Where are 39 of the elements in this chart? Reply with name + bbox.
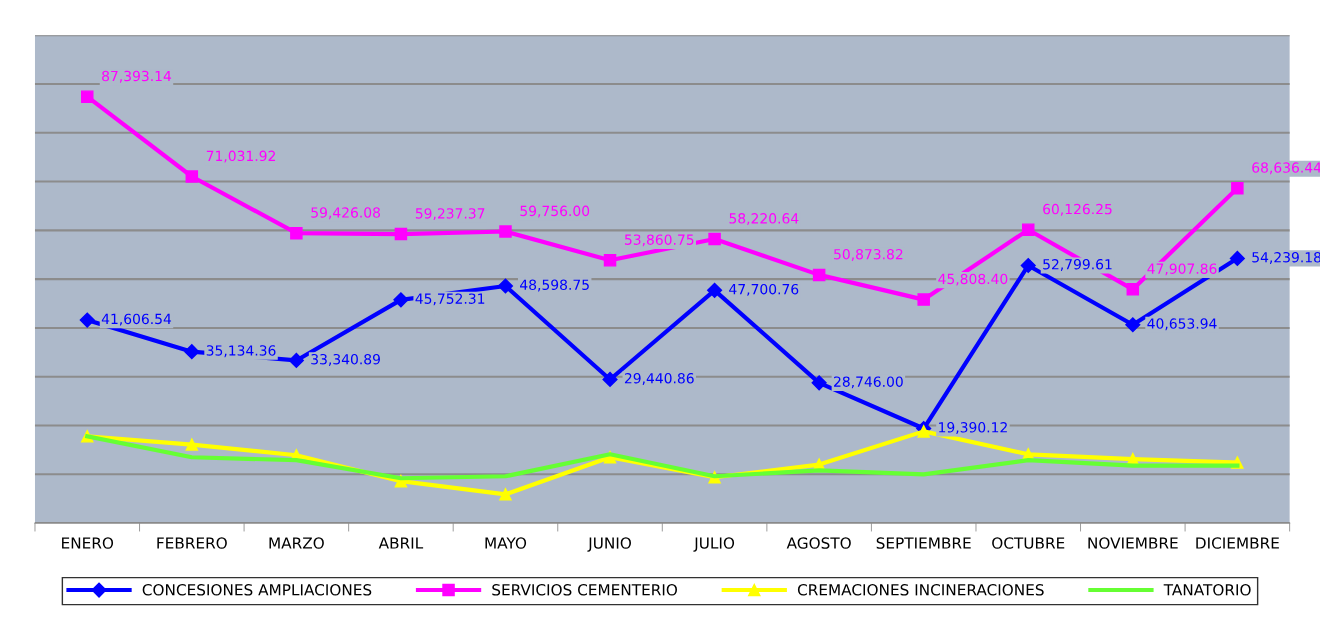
legend-label: TANATORIO xyxy=(1163,584,1251,596)
data-label: 58,220.64 xyxy=(729,213,799,226)
data-label: 54,239.18 xyxy=(1252,251,1320,264)
x-tick-label: FEBRERO xyxy=(157,537,227,549)
data-label: 29,440.86 xyxy=(624,372,694,385)
legend-label: SERVICIOS CEMENTERIO xyxy=(492,584,678,596)
data-label: 28,746.00 xyxy=(834,376,903,389)
data-label: 59,237.37 xyxy=(415,208,485,221)
data-label: 45,808.40 xyxy=(938,273,1008,286)
x-tick-label: DICIEMBRE xyxy=(1196,537,1279,549)
x-tick-label: JULIO xyxy=(693,537,735,552)
data-label: 47,700.76 xyxy=(729,283,799,296)
data-label: 19,390.12 xyxy=(939,422,1007,434)
data-label: 35,134.36 xyxy=(206,345,276,358)
data-label: 40,653.94 xyxy=(1147,318,1217,331)
data-label: 41,606.54 xyxy=(101,313,172,326)
data-label: 47,907.86 xyxy=(1147,263,1217,276)
x-tick-label: OCTUBRE xyxy=(992,537,1065,549)
data-label: 52,799.61 xyxy=(1043,259,1112,271)
data-label: 59,756.00 xyxy=(520,205,590,218)
x-tick-label: SEPTIEMBRE xyxy=(876,537,971,549)
data-label: 33,340.89 xyxy=(311,353,380,366)
x-tick-label: JUNIO xyxy=(587,537,631,552)
data-label: 60,126.25 xyxy=(1043,203,1112,216)
data-label: 53,860.75 xyxy=(624,234,694,247)
data-label: 45,752.31 xyxy=(415,293,485,306)
x-tick-label: NOVIEMBRE xyxy=(1088,537,1178,549)
data-label: 71,031.92 xyxy=(206,150,275,163)
x-tick-label: ENERO xyxy=(62,537,114,549)
x-tick-label: MAYO xyxy=(485,537,527,549)
x-tick-label: AGOSTO xyxy=(786,537,851,549)
data-label: 87,393.14 xyxy=(102,70,172,83)
x-tick-label: MARZO xyxy=(269,537,324,549)
data-label: 50,873.82 xyxy=(834,248,903,261)
data-label: 48,598.75 xyxy=(520,279,589,292)
data-label: 59,426.08 xyxy=(311,207,380,220)
x-tick-label: ABRIL xyxy=(378,537,424,549)
legend-label: CONCESIONES AMPLIACIONES xyxy=(142,584,372,596)
legend-label: CREMACIONES INCINERACIONES xyxy=(797,584,1044,596)
